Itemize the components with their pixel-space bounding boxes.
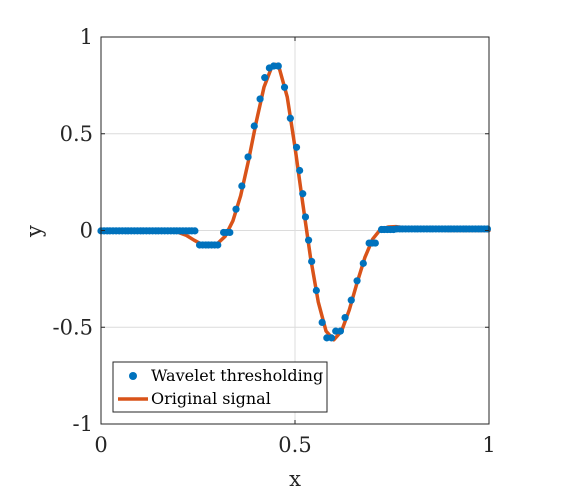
wavelet-point: [238, 182, 246, 190]
wavelet-point: [286, 114, 294, 122]
wavelet-point: [261, 74, 269, 82]
wavelet-point: [336, 327, 344, 335]
y-tick-label: 0.5: [60, 122, 93, 146]
wavelet-point: [371, 239, 379, 247]
y-axis-label: y: [22, 225, 46, 238]
wavelet-point: [301, 213, 310, 221]
ticks: 0 0.5 1 -1 -0.5 0 0.5 1: [53, 25, 496, 457]
wavelet-point: [299, 190, 307, 198]
wavelet-point: [347, 296, 355, 304]
wavelet-point: [214, 241, 222, 249]
wavelet-point: [327, 334, 336, 342]
wavelet-point: [226, 228, 234, 237]
legend-original-label: Original signal: [151, 389, 271, 408]
y-tick-label: 0: [80, 219, 93, 243]
wavelet-point: [296, 166, 304, 175]
legend-box: [112, 361, 328, 413]
y-tick-label: -1: [73, 412, 93, 436]
series-layer: [97, 62, 492, 342]
wavelet-point: [250, 122, 258, 130]
wavelet-point: [359, 259, 367, 267]
wavelet-point: [274, 62, 282, 70]
x-tick-label: 1: [482, 433, 495, 457]
y-tick-label: 1: [80, 25, 93, 49]
wavelet-point: [191, 227, 199, 235]
x-tick-label: 0.5: [278, 433, 311, 457]
wavelet-point: [292, 143, 301, 151]
x-axis-label: x: [289, 467, 301, 491]
legend-wavelet-label: Wavelet thresholding: [151, 366, 323, 385]
wavelet-point: [483, 225, 492, 233]
wavelet-point: [312, 286, 320, 295]
wavelet-point: [232, 205, 240, 213]
wavelet-point: [318, 318, 326, 327]
x-tick-label: 0: [94, 433, 107, 457]
wavelet-point: [304, 236, 313, 244]
wavelet-point: [256, 95, 264, 103]
wavelet-point: [341, 313, 349, 322]
wavelet-point: [308, 257, 316, 266]
legend-wavelet-marker: [129, 372, 137, 380]
legend: Wavelet thresholding Original signal: [112, 361, 328, 413]
y-tick-label: -0.5: [53, 315, 94, 339]
wavelet-point: [244, 153, 252, 161]
wavelet-point: [280, 83, 289, 91]
wavelet-point: [353, 277, 361, 285]
